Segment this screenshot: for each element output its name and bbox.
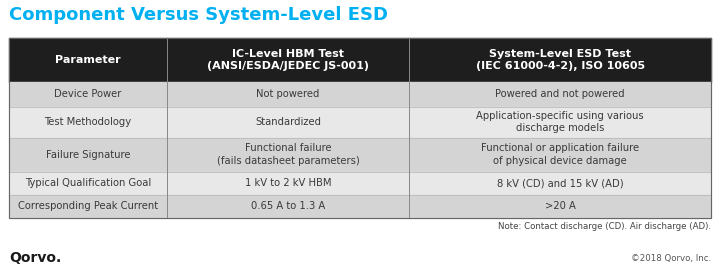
Text: Component Versus System-Level ESD: Component Versus System-Level ESD — [9, 6, 388, 24]
Text: 0.65 A to 1.3 A: 0.65 A to 1.3 A — [251, 201, 325, 211]
Text: Device Power: Device Power — [54, 89, 122, 99]
Text: Qorvo.: Qorvo. — [9, 251, 61, 265]
Text: Parameter: Parameter — [55, 55, 121, 65]
Text: 1 kV to 2 kV HBM: 1 kV to 2 kV HBM — [245, 178, 331, 188]
Text: ©2018 Qorvo, Inc.: ©2018 Qorvo, Inc. — [631, 254, 711, 263]
Text: Functional or application failure
of physical device damage: Functional or application failure of phy… — [481, 143, 639, 166]
Text: >20 A: >20 A — [544, 201, 575, 211]
Text: Functional failure
(fails datasheet parameters): Functional failure (fails datasheet para… — [217, 143, 359, 166]
Text: Standardized: Standardized — [255, 117, 321, 127]
Text: Not powered: Not powered — [256, 89, 320, 99]
Text: Corresponding Peak Current: Corresponding Peak Current — [18, 201, 158, 211]
Text: Powered and not powered: Powered and not powered — [495, 89, 625, 99]
Text: Failure Signature: Failure Signature — [46, 150, 130, 160]
Text: Typical Qualification Goal: Typical Qualification Goal — [25, 178, 151, 188]
Bar — [9, 38, 711, 218]
Text: 8 kV (CD) and 15 kV (AD): 8 kV (CD) and 15 kV (AD) — [497, 178, 624, 188]
Text: IC-Level HBM Test
(ANSI/ESDA/JEDEC JS-001): IC-Level HBM Test (ANSI/ESDA/JEDEC JS-00… — [207, 49, 369, 72]
Text: Application-specific using various
discharge models: Application-specific using various disch… — [476, 111, 644, 133]
Text: Test Methodology: Test Methodology — [45, 117, 132, 127]
Text: System-Level ESD Test
(IEC 61000-4-2), ISO 10605: System-Level ESD Test (IEC 61000-4-2), I… — [475, 49, 644, 72]
Text: Note: Contact discharge (CD). Air discharge (AD).: Note: Contact discharge (CD). Air discha… — [498, 222, 711, 231]
